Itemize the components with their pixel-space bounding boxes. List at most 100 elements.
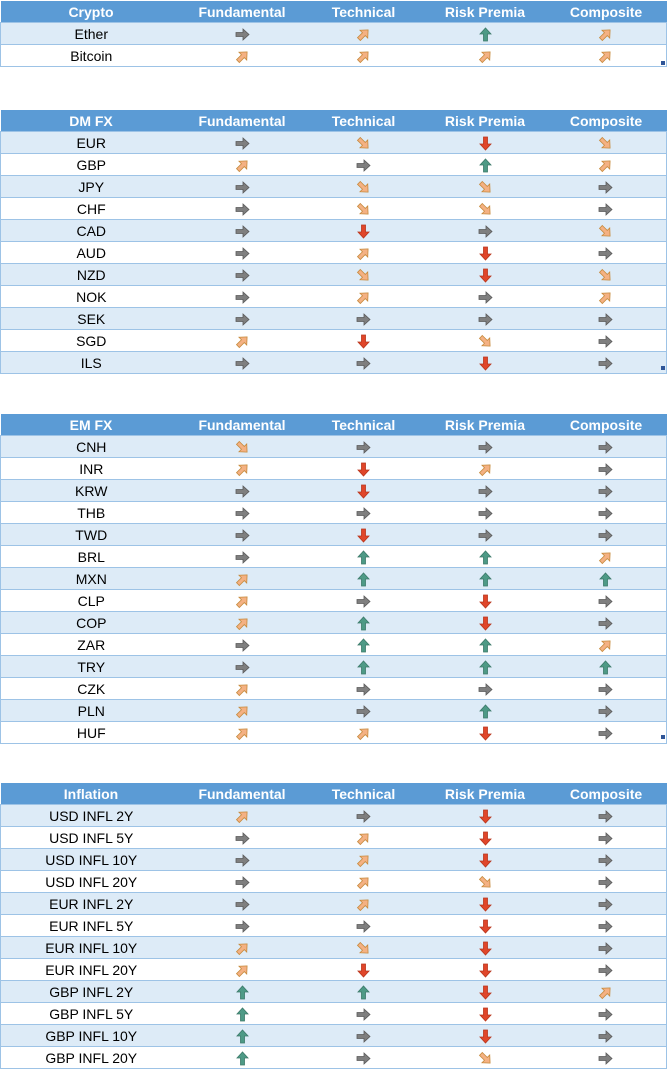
table-row: CZK	[0, 677, 667, 700]
signal-cell-technical	[302, 826, 425, 849]
arrow-right-icon	[235, 484, 250, 499]
dm-fx-table: DM FX Fundamental Technical Risk Premia Comp…	[0, 110, 667, 374]
column-header-composite: Composite	[545, 783, 667, 805]
table-row: INR	[0, 457, 667, 480]
arrow-right-icon	[598, 919, 613, 934]
arrow-up-icon	[478, 550, 493, 565]
arrow-up-icon	[598, 572, 613, 587]
table-row: Ether	[0, 22, 667, 45]
signal-cell-fundamental	[181, 826, 303, 849]
arrow-up-right-icon	[598, 27, 613, 42]
row-label: EUR INFL 10Y	[0, 936, 182, 959]
signal-cell-fundamental	[181, 329, 303, 352]
arrow-up-icon	[478, 572, 493, 587]
signal-cell-risk-premia	[424, 241, 546, 264]
row-label: Ether	[0, 22, 182, 45]
arrow-right-icon	[598, 941, 613, 956]
signal-cell-composite	[545, 44, 667, 67]
arrow-right-icon	[356, 1029, 371, 1044]
arrow-down-icon	[478, 594, 493, 609]
arrow-right-icon	[235, 290, 250, 305]
table-row: USD INFL 20Y	[0, 870, 667, 893]
signal-cell-composite	[545, 914, 667, 937]
row-label: PLN	[0, 699, 182, 722]
signal-cell-risk-premia	[424, 307, 546, 330]
arrow-down-icon	[478, 268, 493, 283]
arrow-down-icon	[478, 1029, 493, 1044]
arrow-right-icon	[598, 312, 613, 327]
arrow-right-icon	[478, 290, 493, 305]
arrow-up-icon	[478, 158, 493, 173]
signal-cell-composite	[545, 1046, 667, 1069]
arrow-up-icon	[356, 638, 371, 653]
row-label: BRL	[0, 545, 182, 568]
column-header-risk-premia: Risk Premia	[424, 414, 546, 436]
row-label: EUR INFL 20Y	[0, 958, 182, 981]
signal-cell-risk-premia	[424, 1024, 546, 1047]
arrow-right-icon	[478, 528, 493, 543]
arrow-up-right-icon	[235, 704, 250, 719]
signal-cell-fundamental	[181, 804, 303, 827]
table-row: EUR INFL 10Y	[0, 936, 667, 959]
signal-cell-fundamental	[181, 131, 303, 154]
header-row: DM FX Fundamental Technical Risk Premia Comp…	[0, 110, 667, 132]
signal-cell-fundamental	[181, 914, 303, 937]
signal-cell-technical	[302, 611, 425, 634]
signal-cell-composite	[545, 153, 667, 176]
arrow-up-right-icon	[235, 682, 250, 697]
signal-cell-composite	[545, 1002, 667, 1025]
signal-cell-composite	[545, 523, 667, 546]
signal-cell-technical	[302, 699, 425, 722]
arrow-right-icon	[235, 202, 250, 217]
signal-cell-fundamental	[181, 219, 303, 242]
arrow-right-icon	[235, 528, 250, 543]
row-label: CAD	[0, 219, 182, 242]
row-label: CZK	[0, 677, 182, 700]
signal-cell-composite	[545, 589, 667, 612]
table-row: CNH	[0, 435, 667, 458]
table-resize-handle[interactable]	[661, 366, 665, 370]
table-resize-handle[interactable]	[661, 61, 665, 65]
signal-cell-risk-premia	[424, 545, 546, 568]
arrow-up-icon	[478, 27, 493, 42]
arrow-right-icon	[356, 506, 371, 521]
signal-cell-fundamental	[181, 44, 303, 67]
arrow-right-icon	[598, 809, 613, 824]
arrow-down-icon	[478, 919, 493, 934]
signal-cell-fundamental	[181, 567, 303, 590]
row-label: ZAR	[0, 633, 182, 656]
table-row: Bitcoin	[0, 44, 667, 67]
row-label: MXN	[0, 567, 182, 590]
row-label: EUR INFL 2Y	[0, 892, 182, 915]
table-row: USD INFL 2Y	[0, 804, 667, 827]
arrow-up-right-icon	[356, 897, 371, 912]
arrow-right-icon	[235, 853, 250, 868]
table-row: SEK	[0, 307, 667, 330]
arrow-down-right-icon	[478, 334, 493, 349]
arrow-right-icon	[598, 963, 613, 978]
signal-cell-risk-premia	[424, 980, 546, 1003]
row-label: GBP	[0, 153, 182, 176]
column-header-risk-premia: Risk Premia	[424, 1, 546, 23]
arrow-right-icon	[235, 246, 250, 261]
arrow-right-icon	[478, 312, 493, 327]
signal-cell-composite	[545, 501, 667, 524]
arrow-down-icon	[356, 963, 371, 978]
table-resize-handle[interactable]	[661, 735, 665, 739]
signal-cell-composite	[545, 435, 667, 458]
table-row: ZAR	[0, 633, 667, 656]
arrow-right-icon	[235, 875, 250, 890]
signal-cell-composite	[545, 329, 667, 352]
inflation-table: Inflation Fundamental Technical Risk Premia…	[0, 783, 667, 1069]
signal-cell-technical	[302, 307, 425, 330]
arrow-down-icon	[478, 831, 493, 846]
signal-cell-risk-premia	[424, 677, 546, 700]
arrow-up-right-icon	[235, 49, 250, 64]
signal-cell-technical	[302, 351, 425, 374]
column-header-fundamental: Fundamental	[181, 110, 303, 132]
signal-cell-composite	[545, 307, 667, 330]
arrow-down-icon	[478, 356, 493, 371]
column-header-risk-premia: Risk Premia	[424, 110, 546, 132]
arrow-up-right-icon	[235, 594, 250, 609]
arrow-down-icon	[356, 462, 371, 477]
